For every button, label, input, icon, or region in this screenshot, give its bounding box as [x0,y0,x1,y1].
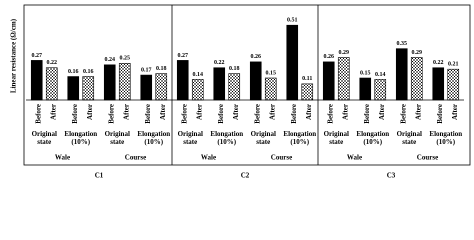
chart: Linear resistance (Ω/cm) 0.27 Before 0.22 Af… [10,4,471,180]
bar [286,24,299,101]
category-label: Original state [397,130,422,146]
value-label: 0.22 [47,60,58,66]
value-label: 0.26 [251,54,262,60]
value-label: 0.18 [156,66,167,72]
category-label: Elongation (10%) [137,130,170,146]
value-label: 0.14 [193,72,204,78]
series-label: After [305,104,313,120]
bar [374,79,387,101]
series-label: Before [34,104,42,124]
value-label: 0.26 [324,54,335,60]
panel-title: C3 [387,172,396,180]
category-label: Elongation (10%) [210,130,243,146]
series-label: After [268,104,276,120]
series-label: After [414,104,422,120]
bar [45,67,58,101]
category-label: Original state [324,130,349,146]
series-label: After [122,104,130,120]
category-label: Elongation (10%) [429,130,462,146]
value-label: 0.14 [375,72,386,78]
bar [410,57,423,101]
group-label: Course [271,154,292,162]
bar [337,57,350,101]
bar [432,67,445,101]
category-label: Original state [178,130,203,146]
bar [359,77,372,101]
series-label: Before [399,104,407,124]
category-label: Original state [251,130,276,146]
value-label: 0.29 [412,50,423,56]
y-axis-label: Linear resistance (Ω/cm) [10,18,18,93]
bar [67,76,80,101]
bar [140,74,153,101]
bar [103,64,116,101]
series-label: Before [144,104,152,124]
value-label: 0.16 [83,69,94,75]
value-label: 0.18 [229,66,240,72]
value-label: 0.17 [141,67,152,73]
bar [82,76,95,101]
series-label: Before [436,104,444,124]
category-label: Elongation (10%) [64,130,97,146]
bar [155,73,168,101]
series-label: After [159,104,167,120]
page: {"chart_data": [ {"type": "bar", "title"… [9,4,471,180]
bar [249,61,262,101]
value-label: 0.24 [105,57,116,63]
value-label: 0.25 [120,56,131,62]
series-label: After [378,104,386,120]
value-label: 0.15 [360,70,371,76]
series-label: Before [217,104,225,124]
value-label: 0.22 [214,60,225,66]
value-label: 0.15 [266,70,277,76]
value-label: 0.27 [178,53,189,59]
series-label: After [232,104,240,120]
series-label: After [49,104,57,120]
bar [447,68,460,101]
series-label: Before [253,104,261,124]
category-label: Elongation (10%) [356,130,389,146]
value-label: 0.29 [339,50,350,56]
bar [395,48,408,101]
bar [191,79,204,101]
value-label: 0.27 [32,53,43,59]
series-label: Before [71,104,79,124]
bar [118,63,131,101]
panel-title: C1 [95,172,104,180]
category-label: Original state [105,130,130,146]
category-label: Original state [32,130,57,146]
bar [264,77,277,101]
value-label: 0.11 [302,76,312,82]
bar [301,83,314,101]
value-label: 0.51 [287,18,298,24]
series-label: After [341,104,349,120]
group-label: Course [417,154,438,162]
group-label: Wale [201,154,216,162]
group-label: Course [125,154,146,162]
value-label: 0.35 [397,41,408,47]
value-label: 0.22 [433,60,444,66]
frame [23,4,471,166]
series-label: Before [363,104,371,124]
series-label: After [451,104,459,120]
bar [322,61,335,101]
group-label: Wale [55,154,70,162]
category-label: Elongation (10%) [283,130,316,146]
bar [176,60,189,101]
series-label: Before [290,104,298,124]
group-label: Wale [347,154,362,162]
value-label: 0.16 [68,69,79,75]
value-label: 0.21 [448,62,459,68]
bar [228,73,241,101]
series-label: After [86,104,94,120]
series-label: After [195,104,203,120]
series-label: Before [107,104,115,124]
bar [30,60,43,101]
series-label: Before [180,104,188,124]
panel-title: C2 [241,172,250,180]
series-label: Before [326,104,334,124]
bar [213,67,226,101]
